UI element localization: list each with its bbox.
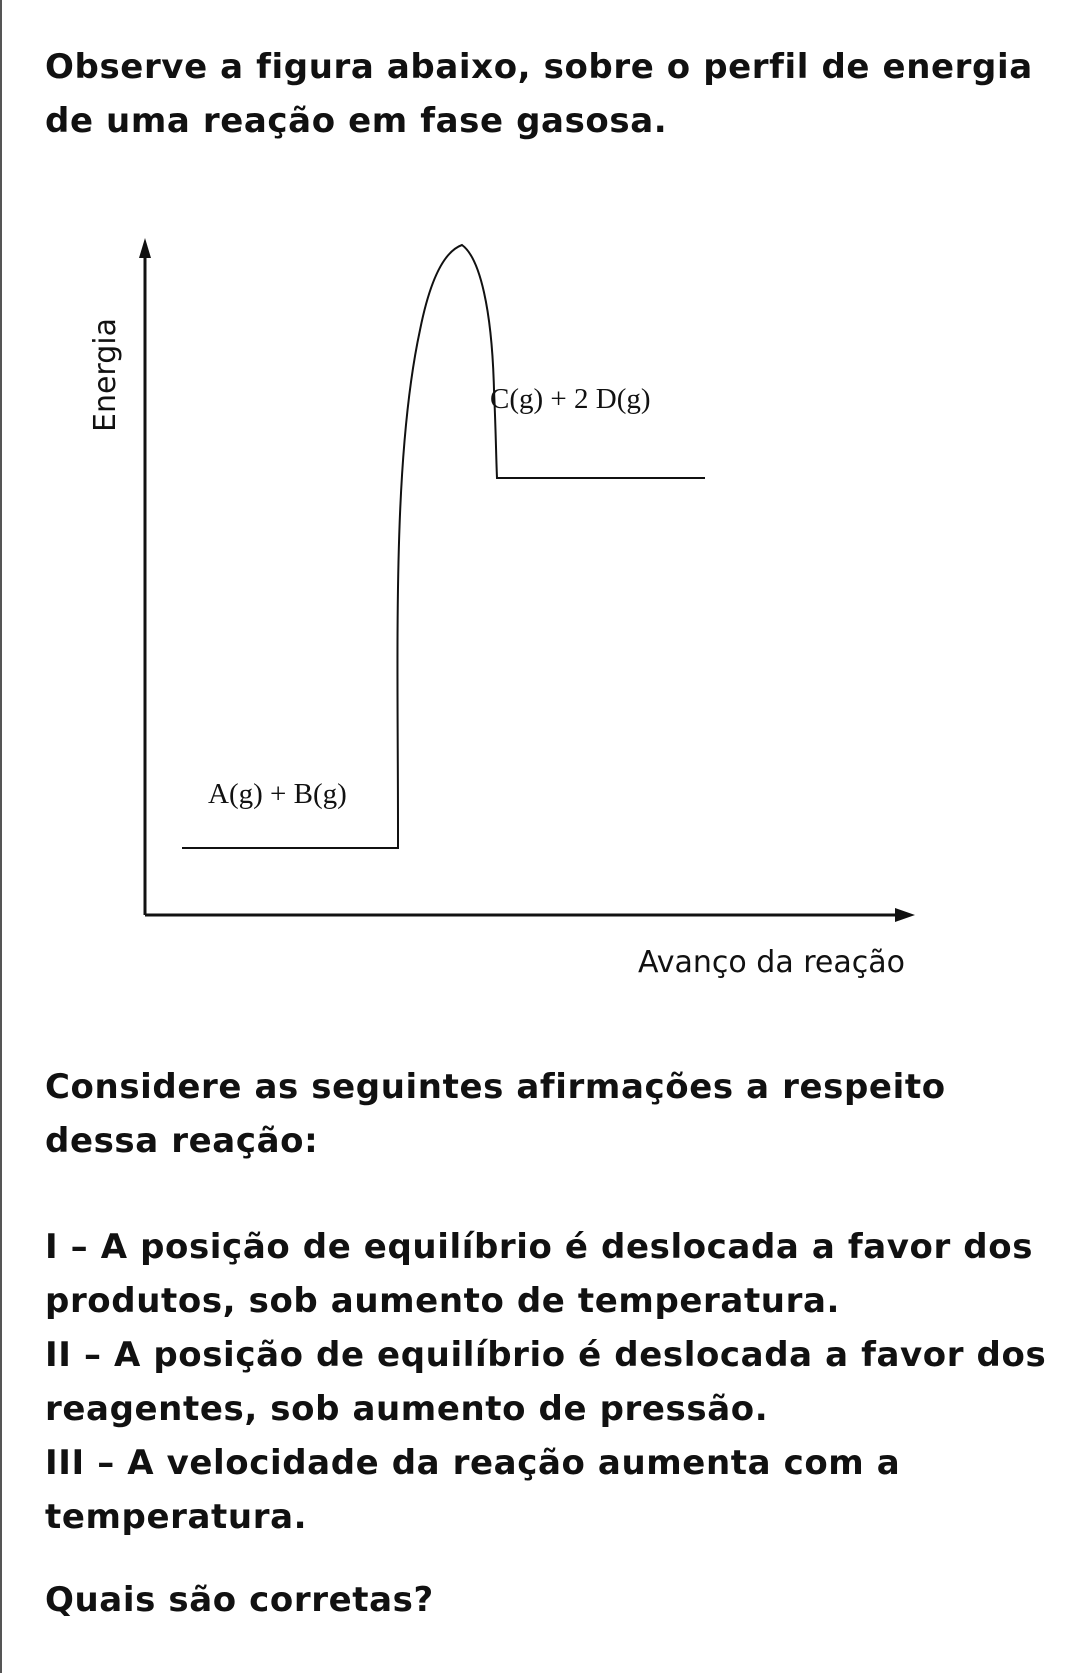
energy-curve [182,243,705,849]
page-left-border [0,0,2,1673]
consider-text: Considere as seguintes afirmações a resp… [45,1067,946,1161]
products-label: C(g) + 2 D(g) [490,383,651,415]
x-axis-arrowhead [895,908,915,922]
y-axis-label: Energia [88,318,123,432]
reactants-label: A(g) + B(g) [208,778,347,810]
statements-list: I – A posição de equilíbrio é deslocada … [45,1220,1055,1544]
intro-text: Observe a figura abaixo, sobre o perfil … [45,47,1033,141]
statement-ii: II – A posição de equilíbrio é deslocada… [45,1335,1047,1429]
question-text: Quais são corretas? [45,1580,434,1620]
y-axis-arrowhead [139,238,151,258]
energy-profile-diagram: Energia A(g) + B(g) C(g) + 2 D(g) Avanço… [88,238,915,980]
statement-iii: III – A velocidade da reação aumenta com… [45,1443,901,1537]
statement-i: I – A posição de equilíbrio é deslocada … [45,1227,1034,1321]
x-axis-label: Avanço da reação [638,945,905,980]
